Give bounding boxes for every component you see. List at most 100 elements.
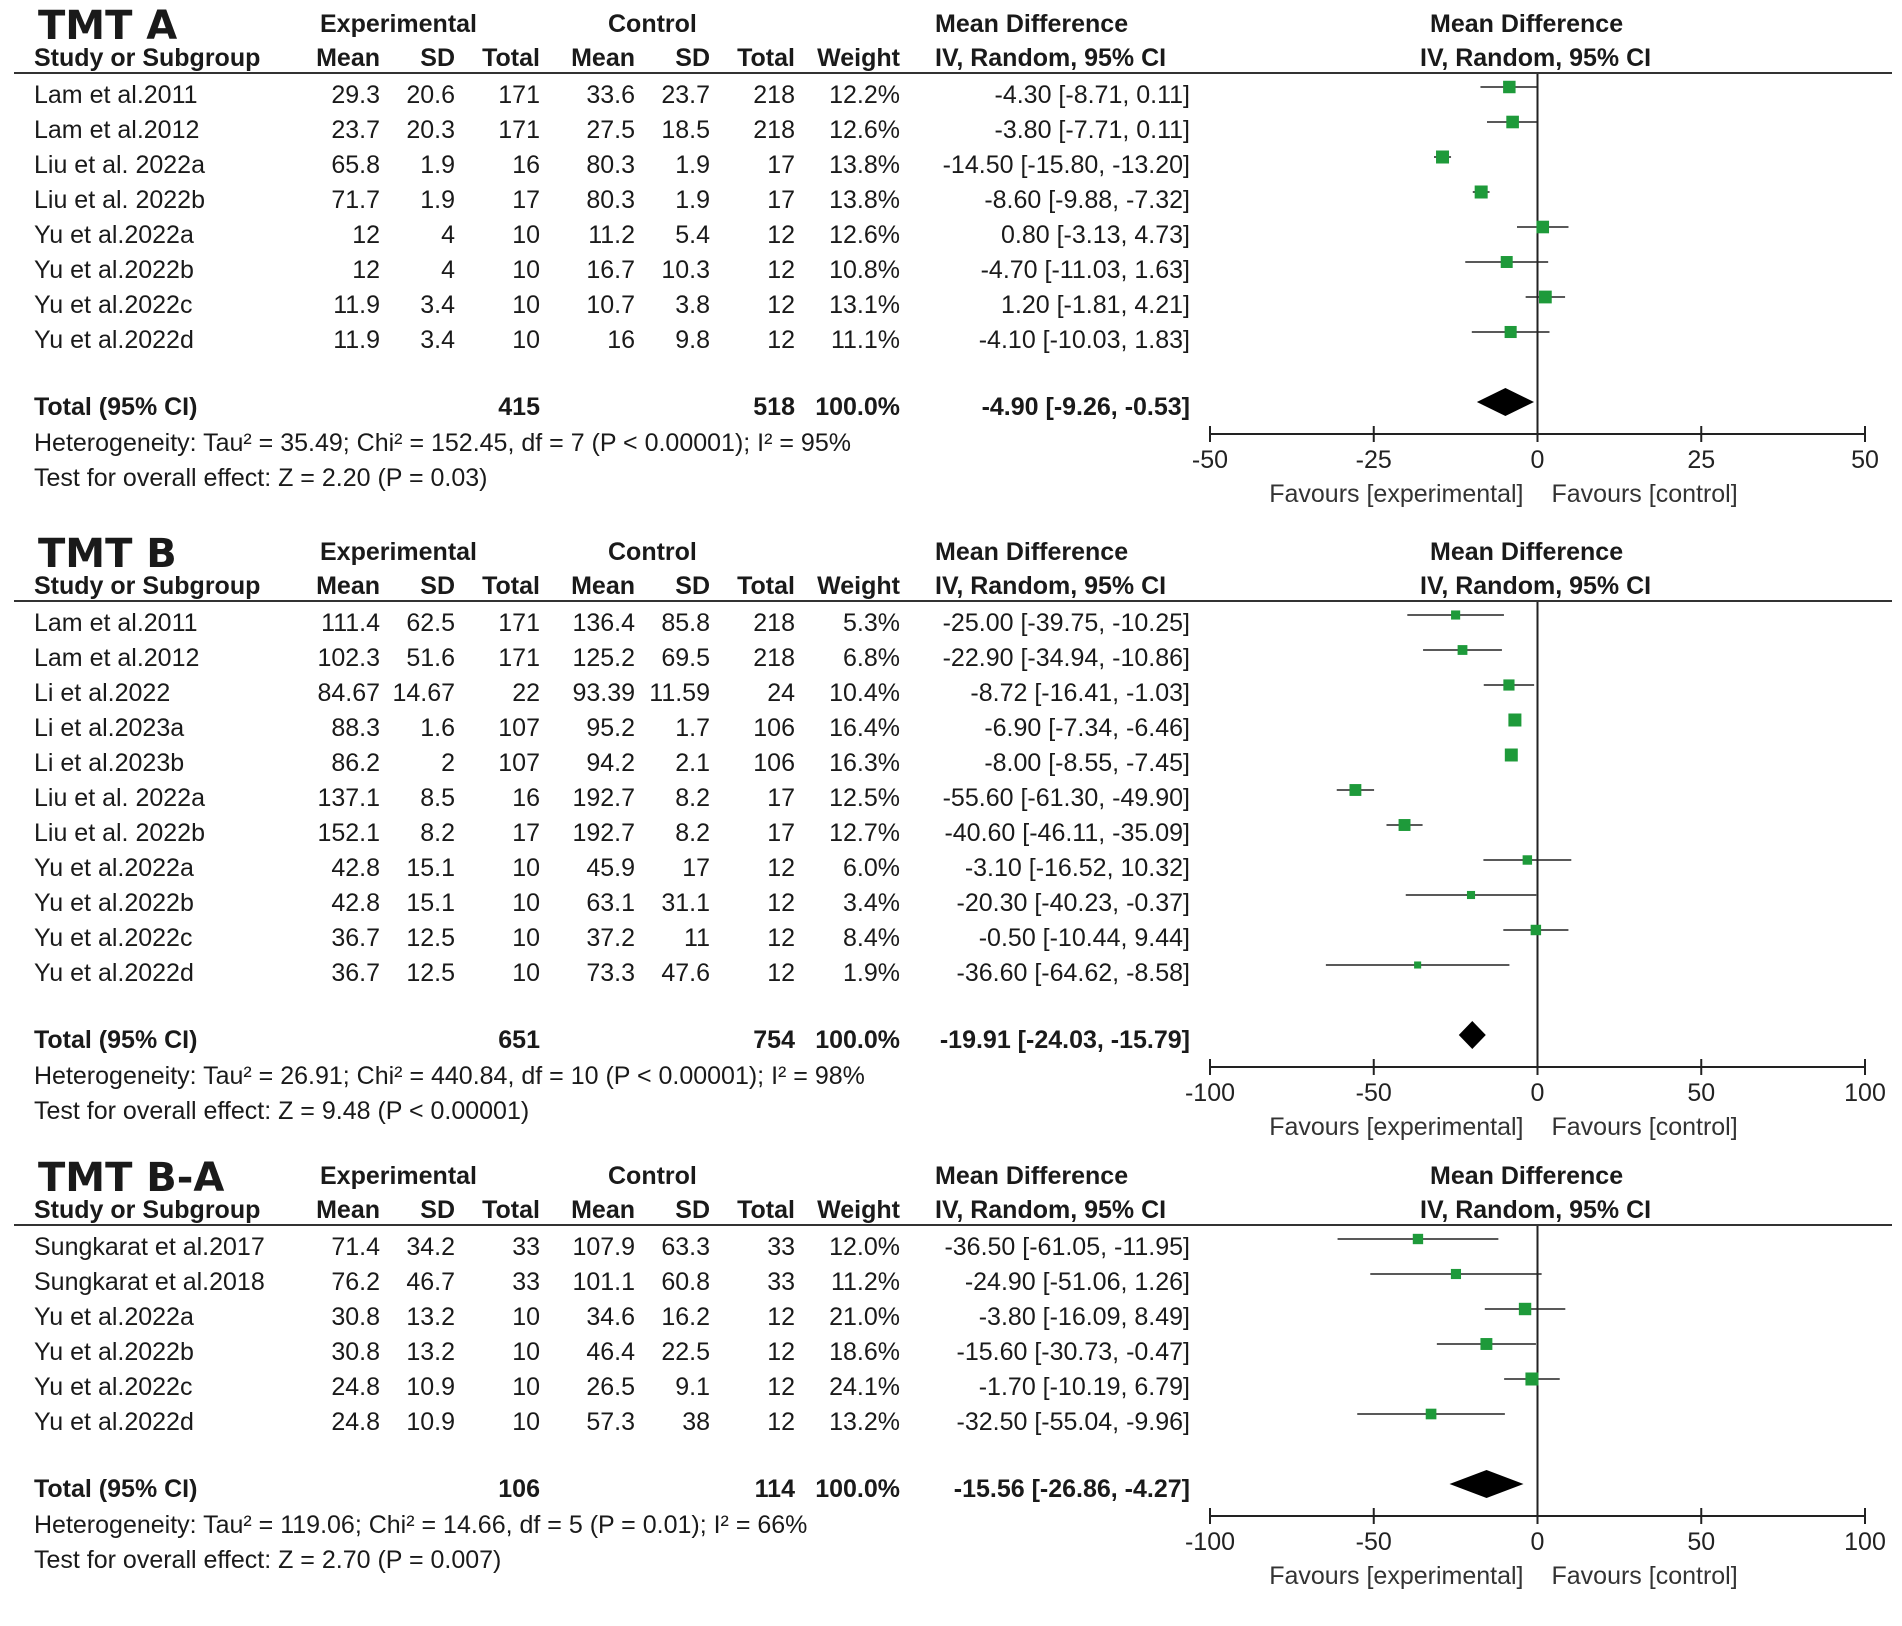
col-header-e-mean: Mean: [316, 1196, 380, 1224]
study-marker-2: [1434, 150, 1452, 164]
row-c-mean: 33.6: [586, 81, 635, 109]
row-c-sd: 3.8: [675, 291, 710, 319]
header-md-left: Mean Difference: [935, 10, 1129, 38]
study-marker-2: [1483, 679, 1535, 691]
row-c-sd: 60.8: [661, 1268, 710, 1296]
row-c-total: 12: [767, 326, 795, 354]
row-e-total: 33: [512, 1233, 540, 1261]
study-marker-4: [1516, 220, 1569, 234]
col-header-c-total: Total: [737, 44, 795, 72]
row-study: Yu et al.2022d: [34, 959, 194, 987]
row-c-sd: 38: [682, 1408, 710, 1436]
row-c-sd: 23.7: [661, 81, 710, 109]
study-marker-0: [1407, 610, 1504, 620]
row-study: Lam et al.2011: [34, 81, 198, 109]
row-weight: 12.5%: [829, 784, 900, 812]
total-weight: 100.0%: [815, 393, 900, 421]
row-ci: -6.90 [-7.34, -6.46]: [984, 714, 1190, 742]
heterogeneity-text: Heterogeneity: Tau² = 35.49; Chi² = 152.…: [34, 429, 851, 457]
row-c-sd: 1.9: [675, 151, 710, 179]
favours-experimental-label: Favours [experimental]: [1269, 1113, 1523, 1141]
row-ci: -3.80 [-16.09, 8.49]: [978, 1303, 1190, 1331]
forest-panel-1: TMT B Experimental Control Mean Difference M…: [0, 528, 1902, 1141]
point-estimate: [1414, 961, 1422, 969]
row-c-sd: 8.2: [675, 819, 710, 847]
x-tick-label: -25: [1356, 446, 1392, 474]
row-e-sd: 4: [441, 221, 455, 249]
col-header-study: Study or Subgroup: [34, 44, 261, 72]
study-marker-2: [1484, 1302, 1566, 1316]
row-e-mean: 36.7: [331, 924, 380, 952]
row-weight: 5.3%: [843, 609, 900, 637]
row-c-mean: 34.6: [586, 1303, 635, 1331]
row-e-sd: 3.4: [420, 291, 455, 319]
row-e-sd: 4: [441, 256, 455, 284]
row-e-total: 10: [512, 291, 540, 319]
row-c-sd: 31.1: [661, 889, 710, 917]
row-weight: 6.0%: [843, 854, 900, 882]
row-ci: -8.00 [-8.55, -7.45]: [984, 749, 1190, 777]
row-e-mean: 24.8: [331, 1408, 380, 1436]
row-c-mean: 80.3: [586, 151, 635, 179]
x-tick-label: -50: [1356, 1528, 1392, 1556]
row-e-mean: 111.4: [321, 609, 380, 637]
row-ci: -24.90 [-51.06, 1.26]: [964, 1268, 1190, 1296]
row-study: Yu et al.2022a: [34, 854, 194, 882]
row-e-mean: 84.67: [317, 679, 380, 707]
row-e-sd: 1.9: [420, 151, 455, 179]
point-estimate: [1522, 855, 1533, 865]
total-weight: 100.0%: [815, 1026, 900, 1054]
row-c-mean: 192.7: [572, 784, 635, 812]
total-ci: -19.91 [-24.03, -15.79]: [939, 1026, 1190, 1054]
row-c-total: 12: [767, 291, 795, 319]
row-c-mean: 125.2: [572, 644, 635, 672]
row-c-total: 33: [767, 1233, 795, 1261]
row-c-sd: 85.8: [661, 609, 710, 637]
col-header-plot: IV, Random, 95% CI: [1420, 1196, 1652, 1224]
row-e-sd: 1.9: [420, 186, 455, 214]
row-c-mean: 136.4: [572, 609, 635, 637]
row-e-sd: 1.6: [420, 714, 455, 742]
overall-effect-text: Test for overall effect: Z = 9.48 (P < 0…: [34, 1097, 530, 1125]
row-weight: 8.4%: [843, 924, 900, 952]
point-estimate: [1503, 679, 1515, 691]
study-marker-9: [1503, 924, 1569, 936]
heterogeneity-text: Heterogeneity: Tau² = 26.91; Chi² = 440.…: [34, 1062, 865, 1090]
row-ci: -4.10 [-10.03, 1.83]: [978, 326, 1190, 354]
row-e-total: 107: [498, 749, 540, 777]
row-c-total: 12: [767, 854, 795, 882]
row-c-total: 24: [767, 679, 795, 707]
study-marker-4: [1504, 1372, 1560, 1386]
row-c-mean: 10.7: [586, 291, 635, 319]
row-e-total: 10: [512, 889, 540, 917]
study-marker-1: [1486, 115, 1539, 129]
x-tick-label: -50: [1192, 446, 1228, 474]
point-estimate: [1538, 290, 1552, 304]
x-tick-label: 0: [1531, 1528, 1545, 1556]
point-estimate: [1451, 610, 1461, 620]
total-label: Total (95% CI): [34, 393, 198, 421]
header-experimental: Experimental: [320, 538, 478, 566]
row-study: Yu et al.2022b: [34, 256, 194, 284]
forest-plot-svg: -50 -25 0 25 50 Favours [experimental] Favours…: [1192, 74, 1879, 508]
row-e-sd: 12.5: [406, 959, 455, 987]
row-study: Sungkarat et al.2017: [34, 1233, 265, 1261]
col-header-e-mean: Mean: [316, 44, 380, 72]
header-md-right: Mean Difference: [1430, 1162, 1624, 1190]
point-estimate: [1480, 1338, 1493, 1350]
row-c-total: 218: [753, 81, 795, 109]
col-header-c-sd: SD: [675, 1196, 710, 1224]
study-marker-3: [1436, 1338, 1536, 1350]
row-e-sd: 20.6: [406, 81, 455, 109]
col-header-c-sd: SD: [675, 572, 710, 600]
row-study: Yu et al.2022b: [34, 1338, 194, 1366]
row-e-mean: 12: [352, 221, 380, 249]
row-e-total: 10: [512, 1338, 540, 1366]
row-study: Li et al.2023a: [34, 714, 185, 742]
point-estimate: [1425, 1408, 1437, 1420]
row-weight: 16.4%: [829, 714, 900, 742]
row-study: Liu et al. 2022a: [34, 151, 205, 179]
row-ci: -15.60 [-30.73, -0.47]: [956, 1338, 1190, 1366]
row-c-mean: 93.39: [572, 679, 635, 707]
row-e-total: 107: [498, 714, 540, 742]
